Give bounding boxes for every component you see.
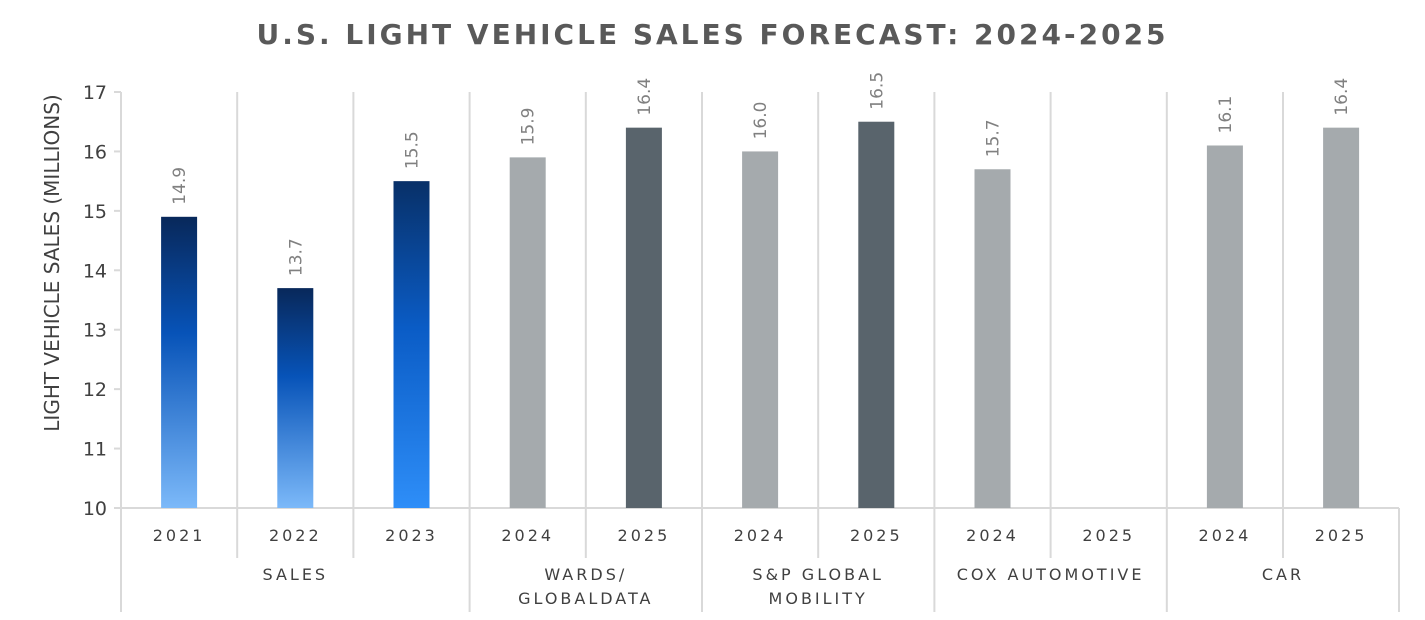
x-category-label: 2025	[850, 526, 903, 545]
y-tick-label: 17	[83, 82, 107, 104]
grid-lines	[236, 92, 1400, 612]
bar-data-label: 16.1	[1216, 96, 1236, 134]
x-axis-groups: SALES WARDS/GLOBALDATA S&P GLOBAL MOBILITY C…	[263, 565, 1304, 608]
bar-data-label: 16.0	[751, 102, 771, 140]
x-group-label: CAR	[1262, 565, 1304, 584]
y-axis-title: LIGHT VEHICLE SALES (MILLIONS)	[40, 94, 64, 431]
y-tick-label: 12	[83, 379, 107, 401]
chart-title: U.S. LIGHT VEHICLE SALES FORECAST: 2024-…	[256, 18, 1169, 51]
y-tick-label: 13	[83, 320, 107, 342]
bar-car-2024	[1206, 145, 1243, 508]
y-tick-label: 11	[83, 439, 107, 461]
bar-car-2025	[1323, 127, 1360, 509]
y-tick-label: 10	[83, 498, 107, 520]
y-tick-label: 16	[83, 141, 107, 163]
bar-data-label: 15.5	[403, 131, 423, 169]
bar-s-p-global-2024	[742, 151, 779, 508]
x-category-label: 2024	[734, 526, 787, 545]
bar-sales-2023	[393, 181, 430, 508]
y-tick-label: 14	[83, 260, 107, 282]
x-group-label: COX AUTOMOTIVE	[957, 565, 1145, 584]
bar-data-label: 15.7	[984, 119, 1004, 157]
bar-data-label: 16.4	[635, 78, 655, 116]
x-category-label: 2024	[501, 526, 554, 545]
x-category-label: 2025	[1315, 526, 1368, 545]
data-labels: 14.9 13.7 15.5 15.9 16.4 16.0 16.5 15.7 16.1 16.4	[170, 72, 1352, 276]
x-group-label: MOBILITY	[769, 589, 868, 608]
x-group-label: WARDS/	[544, 565, 627, 584]
x-category-label: 2023	[385, 526, 438, 545]
bar-wards--2024	[509, 157, 546, 508]
bar-cox-automotive-2024	[974, 169, 1011, 508]
bar-data-label: 15.9	[519, 108, 539, 146]
bar-sales-2022	[277, 288, 314, 508]
y-tick-label: 15	[83, 201, 107, 223]
bar-data-label: 13.7	[286, 238, 306, 276]
x-group-label: S&P GLOBAL	[752, 565, 884, 584]
x-axis-categories: 2021 2022 2023 2024 2025 2024 2025 2024 2025 2024…	[153, 526, 1368, 545]
bars	[161, 121, 1360, 509]
bar-data-label: 16.4	[1332, 78, 1352, 116]
x-category-label: 2024	[966, 526, 1019, 545]
bar-data-label: 14.9	[170, 167, 190, 205]
x-category-label: 2024	[1199, 526, 1252, 545]
x-category-label: 2021	[153, 526, 206, 545]
bar-sales-2021	[161, 216, 198, 509]
bar-wards--2025	[625, 127, 662, 509]
bar-s-p-global-2025	[858, 121, 895, 508]
x-category-label: 2025	[618, 526, 671, 545]
x-category-label: 2025	[1082, 526, 1135, 545]
bar-data-label: 16.5	[867, 72, 887, 110]
x-category-label: 2022	[269, 526, 322, 545]
x-group-label: GLOBALDATA	[518, 589, 653, 608]
x-group-label: SALES	[263, 565, 329, 584]
